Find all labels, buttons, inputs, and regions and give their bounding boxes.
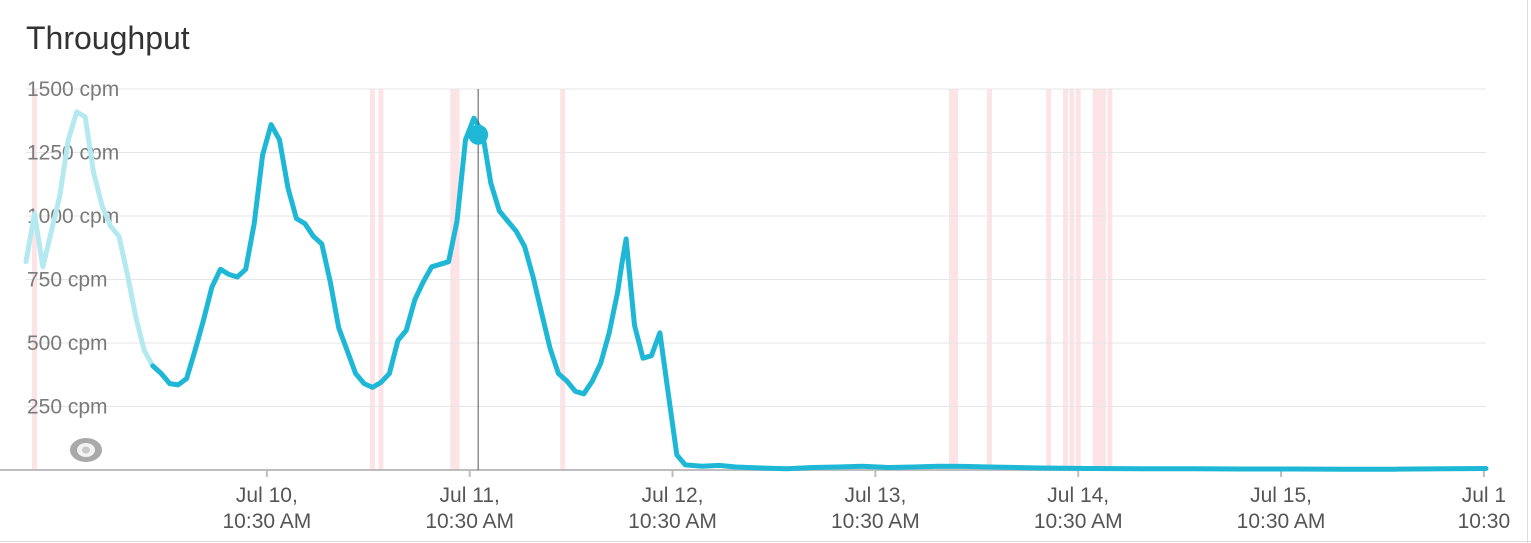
y-tick-label-1000: 1000 cpm — [27, 205, 119, 228]
y-tick-label-250: 250 cpm — [27, 396, 108, 419]
zoom-handle-dot — [82, 446, 90, 454]
y-axis-ticks: 250 cpm 500 cpm 750 cpm 1000 cpm 1250 cpm 150… — [27, 78, 119, 419]
chart-title: Throughput — [26, 20, 190, 56]
x-tick-label-time-5: 10:30 AM — [1237, 510, 1326, 533]
series-line-faded — [23, 109, 156, 369]
y-tick-label-500: 500 cpm — [27, 332, 108, 355]
y-tick-label-1250: 1250 cpm — [27, 142, 119, 165]
x-tick-label-date-3: Jul 13, — [844, 484, 906, 507]
x-tick-label-time-6: 10:30 — [1458, 510, 1511, 533]
panel-right-border — [1527, 0, 1528, 543]
x-tick-label-date-2: Jul 12, — [642, 484, 704, 507]
series-line-solid — [150, 115, 1489, 472]
x-tick-label-time-2: 10:30 AM — [628, 510, 717, 533]
x-tick-label-date-5: Jul 15, — [1250, 484, 1312, 507]
x-tick-label-time-3: 10:30 AM — [831, 510, 920, 533]
y-tick-label-750: 750 cpm — [27, 269, 108, 292]
x-axis-ticks: Jul 10, 10:30 AM Jul 11, 10:30 AM Jul 12, 10:… — [223, 470, 1511, 533]
x-tick-label-time-0: 10:30 AM — [223, 510, 312, 533]
series-line — [23, 109, 1489, 472]
x-tick-label-date-0: Jul 10, — [236, 484, 298, 507]
hover-point[interactable] — [468, 124, 489, 145]
panel-bottom-border — [0, 541, 1531, 542]
x-tick-label-time-1: 10:30 AM — [425, 510, 514, 533]
zoom-handle[interactable] — [70, 438, 102, 462]
x-tick-label-date-1: Jul 11, — [440, 484, 500, 507]
x-tick-label-time-4: 10:30 AM — [1034, 510, 1123, 533]
gridlines — [26, 88, 1486, 407]
x-tick-label-date-6: Jul 1 — [1462, 484, 1506, 507]
x-tick-label-date-4: Jul 14, — [1047, 484, 1109, 507]
y-tick-label-1500: 1500 cpm — [27, 78, 119, 101]
